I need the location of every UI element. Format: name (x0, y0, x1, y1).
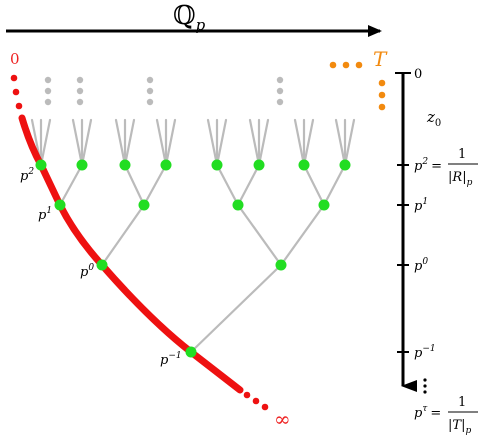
ellipsis-dot (146, 98, 154, 106)
tree-edge (123, 118, 136, 167)
tree-edge (322, 163, 347, 207)
T-ellipsis-dot (329, 61, 337, 69)
qp-subscript: p (196, 16, 206, 34)
tree-edge (58, 163, 84, 207)
tree-edge (215, 163, 240, 207)
tree-edge (39, 118, 52, 167)
axis-top-label: 0 (414, 67, 422, 82)
axis-p2-denominator: |R|p (448, 170, 473, 188)
tree-vertex (160, 159, 172, 171)
tree-vertex (185, 346, 197, 358)
tree-edge (236, 163, 261, 207)
T-ellipsis-dot (378, 91, 386, 99)
ellipsis-dot (76, 76, 84, 84)
tree-edge (248, 118, 261, 167)
tree-vertex (54, 199, 66, 211)
tree-edge (236, 203, 283, 267)
tree-vertex (318, 199, 330, 211)
tree-edge (279, 203, 326, 267)
ellipsis-dot (44, 87, 52, 95)
tree-vertex (275, 259, 287, 271)
geodesic-path (10, 74, 269, 411)
qp-label: ℚ (173, 1, 196, 31)
ellipsis-dot (76, 87, 84, 95)
axis-ticks (397, 164, 409, 353)
tree-edge (343, 118, 356, 167)
axis-label-p2: p2 = (414, 157, 442, 174)
T-ellipsis-dot (378, 103, 386, 111)
tree-edge (257, 118, 270, 167)
ellipsis-dot (276, 76, 284, 84)
tree-edge (80, 118, 93, 167)
node-label-p2: p2 (20, 167, 34, 184)
node-label-p0: p0 (80, 263, 94, 280)
geodesic-dot-bottom (243, 391, 251, 399)
geodesic-dot-top (10, 74, 18, 82)
axis-p2-numerator: 1 (458, 147, 466, 162)
axis-ellipsis-icon (423, 378, 427, 394)
tree-edge (114, 118, 127, 167)
tree-edge (155, 118, 168, 167)
geodesic-dot-bottom (261, 403, 269, 411)
tree-edge (302, 163, 326, 207)
tree-edge (71, 118, 84, 167)
geodesic-dot-bottom (252, 397, 260, 405)
T-label: T (373, 47, 388, 71)
tree-edge (164, 118, 177, 167)
ellipsis-dot (76, 98, 84, 106)
tree-edges (30, 118, 356, 354)
ellipsis-dot (276, 98, 284, 106)
axis-z-label: z0 (426, 108, 441, 129)
node-label-p1: p1 (38, 206, 52, 223)
T-ellipsis-dot (355, 61, 363, 69)
tree-vertex (211, 159, 223, 171)
tree-edge (215, 118, 228, 167)
tree-vertex (96, 259, 108, 271)
tree-vertices (35, 159, 351, 358)
ellipsis-dot (44, 98, 52, 106)
tree-vertex (119, 159, 131, 171)
tree-edge (123, 163, 146, 207)
tree-vertex (35, 159, 47, 171)
ellipsis-dot (44, 76, 52, 84)
tree-edge (334, 118, 347, 167)
tree-edge (100, 203, 146, 267)
tree-edge (293, 118, 306, 167)
tree-vertex (232, 199, 244, 211)
T-ellipsis-dot (378, 79, 386, 87)
branch-ellipsis-dots (44, 76, 284, 106)
tree-edge (206, 118, 219, 167)
tree-edge (302, 118, 315, 167)
axis-ptau-numerator: 1 (458, 395, 466, 410)
zero-label: 0 (10, 50, 20, 68)
axis-label-p0: p0 (414, 257, 428, 274)
ellipsis-dot (146, 87, 154, 95)
axis-label-ptau: pτ = (414, 404, 441, 421)
tree-vertex (138, 199, 150, 211)
axis-ptau-denominator: |T|p (448, 418, 471, 436)
svg-text:ℚp: ℚp (173, 1, 206, 34)
ellipsis-dot (276, 87, 284, 95)
geodesic-dot-top (15, 102, 23, 110)
tree-vertex (76, 159, 88, 171)
axis-label-pm1: p−1 (414, 344, 436, 361)
node-label-pm1: p−1 (160, 351, 182, 368)
tree-vertex (298, 159, 310, 171)
tree-edge (142, 163, 168, 207)
tree-vertex (339, 159, 351, 171)
geodesic-dot-top (12, 88, 20, 96)
ellipsis-dot (146, 76, 154, 84)
axis-label-p1: p1 (414, 197, 428, 214)
geodesic-line (18, 114, 244, 394)
boundary-ellipsis-dots (329, 61, 386, 111)
infinity-label: ∞ (274, 407, 291, 431)
T-ellipsis-dot (342, 61, 350, 69)
tree-edge (189, 263, 283, 354)
tree-vertex (253, 159, 265, 171)
